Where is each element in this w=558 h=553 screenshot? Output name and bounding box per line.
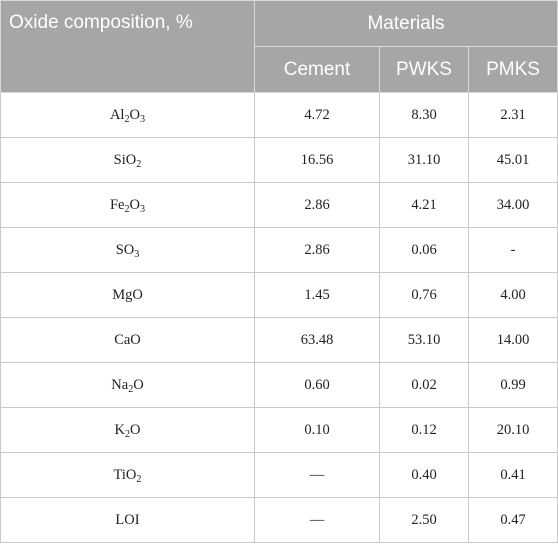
oxide-formula-part: K [114, 421, 125, 438]
oxide-name-cell: CaO [0, 317, 255, 363]
value-cell-pmks: 14.00 [467, 317, 558, 363]
oxide-name-cell: K2O [0, 407, 255, 453]
value-cell-pmks: 0.41 [467, 452, 558, 498]
header-row-top: Oxide composition, % Materials [0, 0, 558, 93]
oxide-formula-part: CaO [114, 331, 141, 348]
value-cell-pmks: 45.01 [467, 137, 558, 183]
oxide-formula-part: Fe [109, 196, 125, 213]
oxide-formula-part: TiO [113, 466, 137, 483]
value-cell-cement: — [254, 497, 380, 543]
oxide-subscript: 3 [139, 113, 146, 125]
table-row: SiO2 16.56 31.10 45.01 [0, 137, 558, 183]
oxide-formula-part: O [130, 421, 141, 438]
oxide-formula-part: Al [109, 106, 125, 123]
value-cell-cement: 0.10 [254, 407, 380, 453]
value-cell-pmks: 20.10 [467, 407, 558, 453]
oxide-name-cell: Fe2O3 [0, 182, 255, 228]
value-cell-pwks: 4.21 [379, 182, 469, 228]
value-cell-pwks: 0.40 [379, 452, 469, 498]
value-cell-pwks: 0.12 [379, 407, 469, 453]
table-row: LOI —2.50 0.47 [0, 497, 558, 543]
column-header-pwks: PWKS [379, 46, 469, 93]
oxide-subscript: 3 [139, 203, 146, 215]
table-row: MgO 1.45 0.76 4.00 [0, 272, 558, 318]
oxide-subscript: 3 [134, 248, 140, 260]
oxide-subscript: 2 [124, 203, 130, 215]
oxide-name-cell: SiO2 [0, 137, 255, 183]
value-cell-pwks: 2.50 [379, 497, 469, 543]
value-cell-pwks: 0.06 [379, 227, 469, 273]
column-header-pmks: PMKS [467, 46, 558, 93]
oxide-formula-part: O [133, 376, 144, 393]
value-cell-cement: 16.56 [254, 137, 380, 183]
value-cell-pwks: 31.10 [379, 137, 469, 183]
oxide-name-cell: LOI [0, 497, 255, 543]
oxide-subscript: 2 [136, 158, 142, 170]
value-cell-pmks: 2.31 [467, 92, 558, 138]
oxide-formula-part: Na [111, 376, 129, 393]
table-row: Fe2O3 2.86 4.21 34.00 [0, 182, 558, 228]
oxide-name-cell: TiO2 [0, 452, 255, 498]
oxide-name-cell: Na2O [0, 362, 255, 408]
oxide-formula-part: SO [115, 241, 135, 258]
column-header-cement: Cement [254, 46, 380, 93]
value-cell-pwks: 53.10 [379, 317, 469, 363]
table-row: SO3 2.86 0.06- [0, 227, 558, 273]
value-cell-cement: 1.45 [254, 272, 380, 318]
table-row: K2O 0.10 0.12 20.10 [0, 407, 558, 453]
value-cell-pmks: 0.99 [467, 362, 558, 408]
oxide-composition-header: Oxide composition, % [0, 0, 255, 93]
value-cell-pmks: 4.00 [467, 272, 558, 318]
oxide-subscript: 2 [136, 473, 142, 485]
materials-header: Materials [253, 0, 558, 47]
value-cell-pwks: 8.30 [379, 92, 469, 138]
oxide-formula-part: SiO [113, 151, 137, 168]
oxide-subscript: 2 [128, 383, 134, 395]
value-cell-cement: 4.72 [254, 92, 380, 138]
oxide-name-cell: SO3 [0, 227, 255, 273]
oxide-name-cell: Al2O3 [0, 92, 255, 138]
oxide-formula-part: O [129, 196, 140, 213]
value-cell-cement: 0.60 [254, 362, 380, 408]
table-row: TiO2—0.40 0.41 [0, 452, 558, 498]
table-header: Oxide composition, % Materials Cement PW… [0, 0, 558, 93]
oxide-formula-part: O [129, 106, 140, 123]
oxide-formula-part: LOI [115, 511, 140, 528]
table-row: Al2O3 4.72 8.30 2.31 [0, 92, 558, 138]
value-cell-cement: 63.48 [254, 317, 380, 363]
table-body: Al2O3 4.72 8.30 2.31 SiO2 16.56 31.10 45.01 Fe2O… [0, 92, 558, 543]
oxide-subscript: 2 [124, 428, 131, 440]
value-cell-pwks: 0.02 [379, 362, 469, 408]
table-row: Na2O 0.60 0.02 0.99 [0, 362, 558, 408]
value-cell-cement: 2.86 [254, 227, 380, 273]
oxide-name-cell: MgO [0, 272, 255, 318]
oxide-subscript: 2 [124, 113, 130, 125]
table-row: CaO 63.48 53.10 14.00 [0, 317, 558, 363]
value-cell-pmks: 34.00 [467, 182, 558, 228]
value-cell-pwks: 0.76 [379, 272, 469, 318]
value-cell-cement: 2.86 [254, 182, 380, 228]
oxide-formula-part: MgO [112, 286, 143, 303]
value-cell-pmks: - [467, 227, 558, 273]
header-row-sub: Cement PWKS PMKS [1, 46, 558, 93]
value-cell-cement: — [254, 452, 380, 498]
value-cell-pmks: 0.47 [467, 497, 558, 543]
